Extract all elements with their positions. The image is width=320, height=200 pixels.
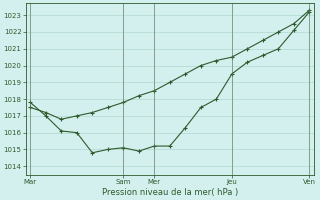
X-axis label: Pression niveau de la mer( hPa ): Pression niveau de la mer( hPa ): [102, 188, 238, 197]
